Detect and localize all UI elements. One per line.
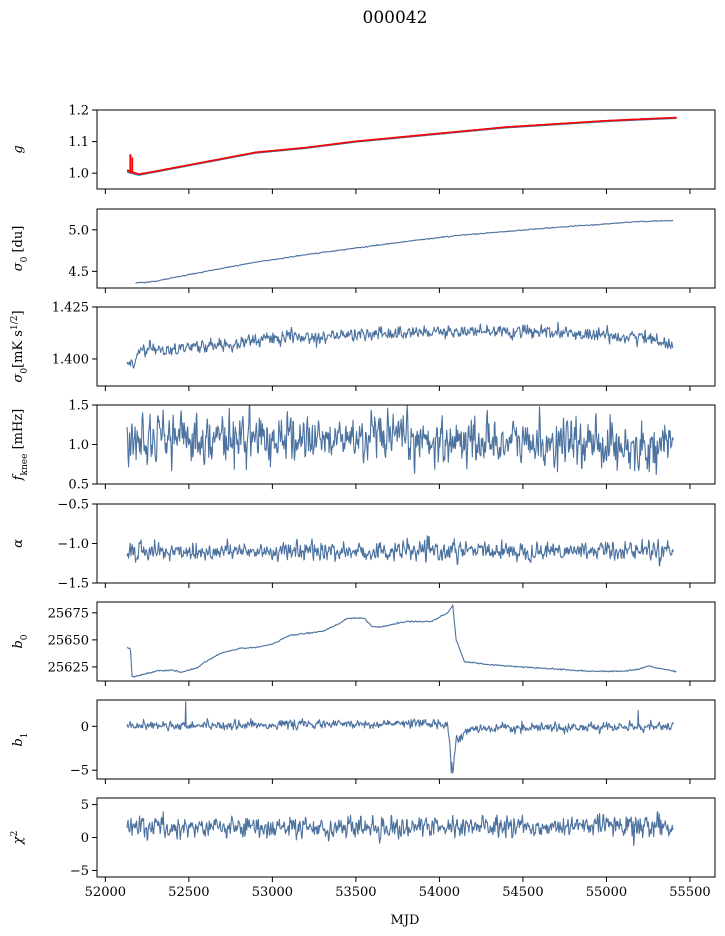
x-axis-label: MJD — [391, 913, 420, 928]
axes-frame-sigma0 — [96, 208, 716, 289]
series-line-b0 — [126, 604, 677, 678]
series-line-alpha — [126, 535, 674, 567]
axes-frame-b0 — [96, 601, 716, 682]
y-tick-label: −1.0 — [57, 537, 89, 552]
x-tick-label: 53000 — [252, 885, 293, 900]
x-tick-label: 52500 — [168, 885, 209, 900]
panel-sigma0phys: 1.400 1.425 σ0[mK s1/2] — [10, 301, 716, 391]
series-line-sigma0phys — [126, 321, 674, 369]
y-axis-label-fknee: fknee [mHz] — [11, 409, 30, 482]
panel-fknee: 0.5 1.0 1.5 fknee [mHz] — [11, 399, 716, 493]
x-tick-label: 52000 — [85, 885, 126, 900]
series-line-sigma0 — [135, 219, 674, 284]
panel-sigma0: 4.5 5.0 σ0 [du] — [11, 208, 716, 293]
series-line-fknee — [126, 405, 674, 476]
y-axis-label-sigma0: σ0 [du] — [11, 226, 30, 272]
y-tick-label: 1.425 — [52, 301, 89, 316]
y-tick-label: 5 — [81, 798, 89, 813]
y-tick-label: 25650 — [48, 633, 89, 648]
plot-area-sigma0phys — [126, 321, 674, 369]
x-tick-label: 54500 — [502, 885, 543, 900]
figure-title: 000042 — [363, 8, 428, 28]
y-axis-label-chi2: χ2 — [10, 831, 26, 846]
y-tick-label: 4.5 — [68, 265, 89, 280]
plot-area-chi2 — [126, 811, 674, 846]
series-line-chi2 — [126, 811, 674, 846]
y-tick-label: −0.5 — [57, 498, 89, 513]
x-tick-label: 53500 — [335, 885, 376, 900]
axes-frame-fknee — [96, 404, 716, 485]
panel-b1: −5 0 b1 — [11, 699, 716, 784]
y-tick-label: −5 — [70, 764, 89, 779]
panel-chi2: −5 0 5 52000 52500 53000 53500 54000 54500 55000 5… — [10, 797, 716, 900]
y-axis-label-b1: b1 — [11, 732, 30, 746]
y-tick-label: 0 — [81, 720, 89, 735]
axes-frame-sigma0phys — [96, 306, 716, 387]
panel-g: 1.0 1.1 1.2 g — [11, 104, 716, 194]
y-tick-label: 1.400 — [52, 352, 89, 367]
plot-area-g — [126, 116, 677, 176]
y-tick-label: −5 — [70, 864, 89, 879]
x-tick-label: 55500 — [669, 885, 710, 900]
plot-area-alpha — [126, 535, 674, 567]
series-data-line — [126, 116, 677, 176]
y-tick-label: 1.0 — [68, 438, 89, 453]
plot-area-b1 — [126, 701, 674, 774]
y-axis-label-b0: b0 — [11, 634, 30, 648]
y-tick-label: 25675 — [48, 606, 89, 621]
plot-area-b0 — [126, 604, 677, 678]
y-tick-label: 5.0 — [68, 223, 89, 238]
y-tick-label: 1.2 — [68, 104, 89, 119]
y-axis-label-g: g — [11, 145, 26, 153]
y-tick-label: −1.5 — [57, 577, 89, 592]
series-line-b1 — [126, 701, 674, 774]
plot-area-fknee — [126, 405, 674, 476]
y-tick-label: 25625 — [48, 660, 89, 675]
panel-b0: 25625 25650 25675 b0 — [11, 601, 716, 686]
series-fit-line — [126, 116, 677, 175]
y-axis-label-alpha: α — [11, 539, 26, 548]
x-tick-label: 55000 — [586, 885, 627, 900]
y-tick-label: 0.5 — [68, 478, 89, 493]
axes-frame-g — [96, 109, 716, 190]
y-tick-label: 1.0 — [68, 167, 89, 182]
y-tick-label: 0 — [81, 831, 89, 846]
axes-frame-chi2 — [96, 797, 716, 878]
y-axis-label-sigma0phys: σ0[mK s1/2] — [10, 310, 30, 382]
x-tick-label: 54000 — [419, 885, 460, 900]
panels: 1.0 1.1 1.2 g 4.5 5.0 σ0 [du] 1.400 1.425 σ0[mK s… — [10, 104, 716, 900]
axes-frame-alpha — [96, 503, 716, 584]
axes-frame-b1 — [96, 699, 716, 780]
plot-area-sigma0 — [135, 219, 674, 284]
y-tick-label: 1.5 — [68, 399, 89, 414]
y-tick-label: 1.1 — [68, 135, 89, 150]
panel-alpha: −1.5 −1.0 −0.5 α — [11, 498, 716, 592]
